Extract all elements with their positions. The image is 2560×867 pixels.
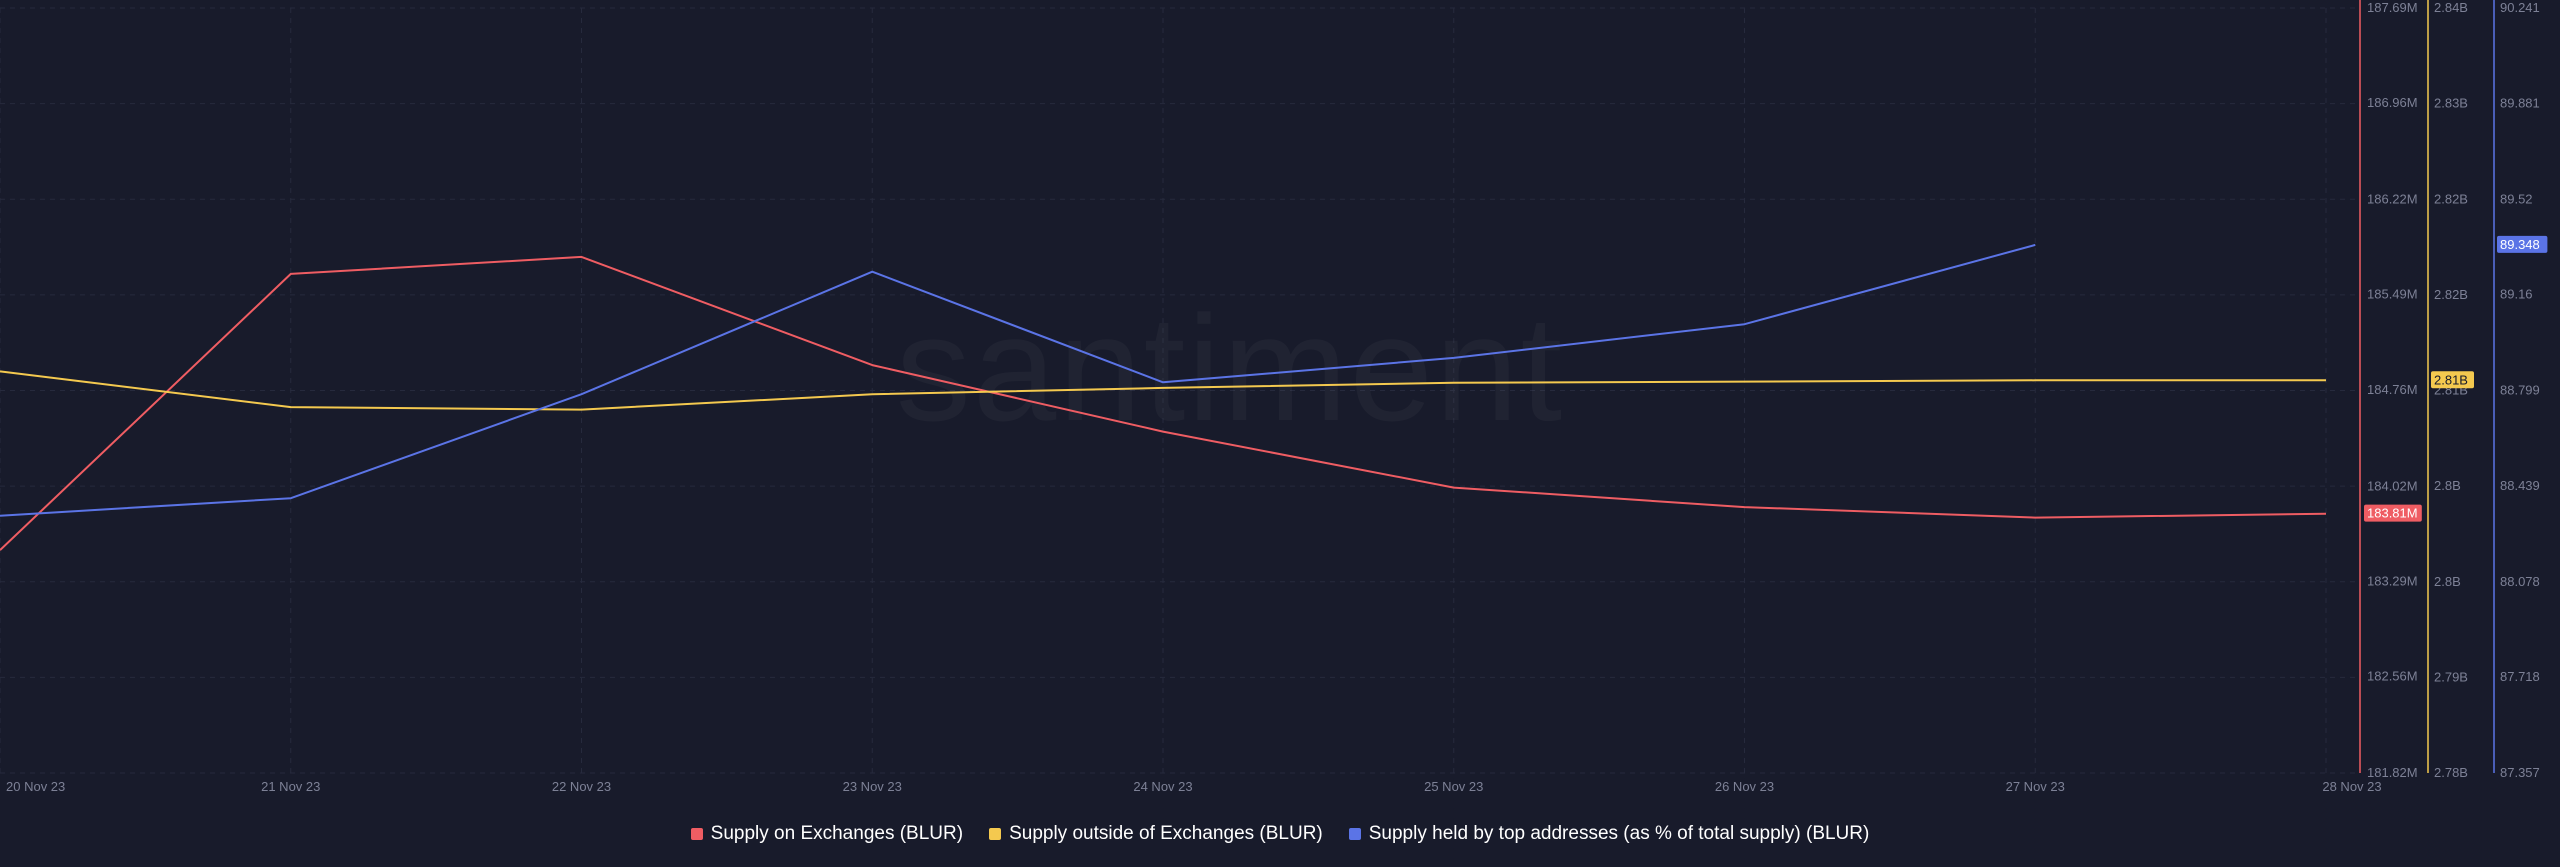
y-tick-label: 187.69M [2367, 0, 2418, 15]
y-tick-label: 184.76M [2367, 382, 2418, 397]
y-tick-label: 2.8B [2434, 574, 2461, 589]
y-tick-label: 87.357 [2500, 765, 2540, 780]
last-value-badge-text: 89.348 [2500, 237, 2540, 252]
series-lines [0, 243, 2327, 551]
legend-label: Supply on Exchanges (BLUR) [710, 823, 964, 844]
y-tick-label: 2.84B [2434, 0, 2468, 15]
legend-label: Supply held by top addresses (as % of to… [1368, 823, 1870, 844]
y-tick-label: 181.82M [2367, 765, 2418, 780]
y-tick-label: 90.241 [2500, 0, 2540, 15]
y-tick-label: 89.52 [2500, 191, 2533, 206]
y-tick-label: 184.02M [2367, 478, 2418, 493]
y-tick-label: 2.78B [2434, 765, 2468, 780]
x-tick-label: 27 Nov 23 [2006, 779, 2065, 794]
x-tick-label: 23 Nov 23 [843, 779, 902, 794]
legend-swatch [690, 828, 703, 840]
x-tick-label: 20 Nov 23 [6, 779, 65, 794]
last-value-badge [2497, 235, 2548, 253]
axes: 187.69M 186.96M 186.22M 185.49M 184.76M 184.0… [2359, 0, 2540, 780]
legend-swatch [1348, 828, 1361, 840]
watermark: santiment [896, 284, 1564, 452]
legend-label: Supply outside of Exchanges (BLUR) [1009, 823, 1323, 844]
y-tick-label: 185.49M [2367, 287, 2418, 302]
x-tick-label: 26 Nov 23 [1715, 779, 1774, 794]
last-value-badge [2364, 504, 2422, 522]
y-tick-label: 88.439 [2500, 478, 2540, 493]
last-value-badge-text: 2.81B [2434, 372, 2468, 387]
y-tick-label: 2.83B [2434, 96, 2468, 111]
legend-item-supply-top-addresses[interactable]: Supply held by top addresses (as % of to… [1348, 823, 1870, 845]
legend-item-supply-outside-exchanges[interactable]: Supply outside of Exchanges (BLUR) [989, 823, 1323, 845]
series-line-2 [0, 243, 2036, 517]
x-axis-labels: 20 Nov 23 21 Nov 23 22 Nov 23 23 Nov 23 24 N… [6, 779, 2382, 794]
x-tick-label: 22 Nov 23 [552, 779, 611, 794]
y-tick-label: 89.16 [2500, 287, 2533, 302]
y-tick-label: 89.881 [2500, 95, 2540, 110]
last-value-badge [2431, 371, 2474, 389]
y-tick-label: 2.82B [2434, 191, 2468, 206]
y-tick-label: 87.718 [2500, 669, 2540, 684]
grid [0, 7, 2360, 774]
x-tick-label: 28 Nov 23 [2322, 779, 2381, 794]
legend-swatch [989, 828, 1002, 840]
y-tick-label: 2.8B [2434, 478, 2461, 493]
x-tick-label: 24 Nov 23 [1133, 779, 1192, 794]
y-tick-label: 182.56M [2367, 669, 2418, 684]
y-tick-label: 2.79B [2434, 669, 2468, 684]
legend-item-supply-on-exchanges[interactable]: Supply on Exchanges (BLUR) [690, 823, 964, 845]
series-line-1 [0, 370, 2326, 411]
y-tick-label: 186.96M [2367, 95, 2418, 110]
y-tick-label: 2.82B [2434, 287, 2468, 302]
legend: Supply on Exchanges (BLUR) Supply outsid… [0, 820, 2560, 848]
x-tick-label: 21 Nov 23 [261, 779, 320, 794]
y-tick-label: 183.29M [2367, 573, 2418, 588]
y-tick-label: 88.799 [2500, 383, 2540, 398]
last-value-badges: 183.81M 2.81B 89.348 [2364, 235, 2548, 522]
last-value-badge-text: 183.81M [2367, 506, 2418, 521]
series-line-0 [0, 255, 2327, 551]
y-tick-label: 186.22M [2367, 192, 2418, 207]
x-tick-label: 25 Nov 23 [1424, 779, 1483, 794]
y-tick-label: 88.078 [2500, 574, 2540, 589]
